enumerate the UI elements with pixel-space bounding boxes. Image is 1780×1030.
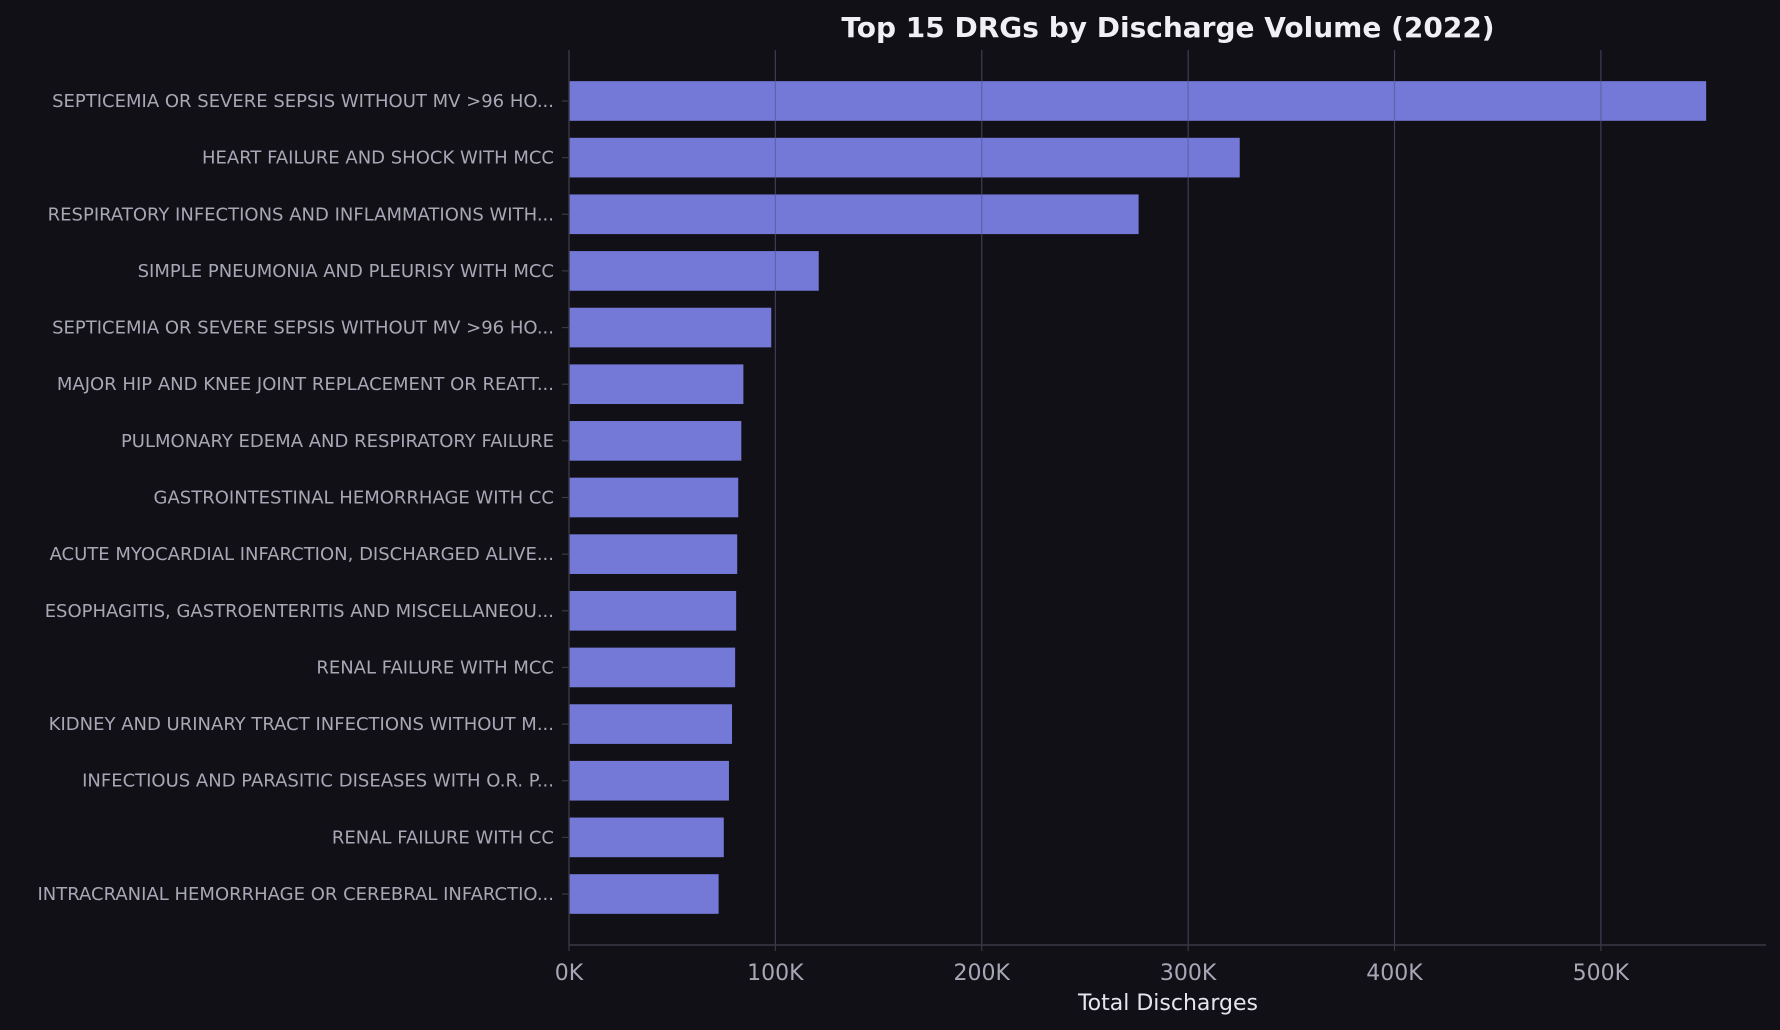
x-tick-label: 200K — [954, 961, 1011, 986]
x-ticks: 0K 100K 200K 300K 400K 500K — [555, 945, 1630, 986]
category-label: SEPTICEMIA OR SEVERE SEPSIS WITHOUT MV >… — [52, 318, 554, 339]
gridlines-overlay — [774, 50, 1602, 945]
bar — [569, 534, 738, 574]
bar — [569, 817, 724, 858]
bar — [569, 251, 819, 291]
bar — [569, 647, 736, 688]
category-label: SIMPLE PNEUMONIA AND PLEURISY WITH MCC — [138, 261, 554, 282]
category-label: ACUTE MYOCARDIAL INFARCTION, DISCHARGED … — [50, 544, 554, 565]
x-axis-label: Total Discharges — [1077, 991, 1258, 1016]
bar — [569, 760, 729, 801]
bars — [569, 81, 1707, 914]
category-label: MAJOR HIP AND KNEE JOINT REPLACEMENT OR … — [57, 374, 554, 395]
category-label: GASTROINTESTINAL HEMORRHAGE WITH CC — [154, 488, 554, 509]
category-label: ESOPHAGITIS, GASTROENTERITIS AND MISCELL… — [45, 601, 554, 622]
category-labels: SEPTICEMIA OR SEVERE SEPSIS WITHOUT MV >… — [37, 91, 554, 905]
category-label: INFECTIOUS AND PARASITIC DISEASES WITH O… — [82, 771, 554, 792]
x-tick-label: 300K — [1160, 961, 1217, 986]
bar — [569, 137, 1240, 178]
bar — [569, 590, 737, 631]
bar — [569, 477, 739, 518]
category-label: RENAL FAILURE WITH CC — [332, 827, 554, 848]
bar — [569, 364, 744, 405]
bar — [569, 421, 742, 461]
x-tick-label: 400K — [1366, 961, 1423, 986]
category-label: KIDNEY AND URINARY TRACT INFECTIONS WITH… — [49, 714, 554, 735]
category-label: INTRACRANIAL HEMORRHAGE OR CEREBRAL INFA… — [37, 884, 554, 905]
x-tick-label: 0K — [555, 961, 584, 986]
bar — [569, 704, 733, 744]
category-label: SEPTICEMIA OR SEVERE SEPSIS WITHOUT MV >… — [52, 91, 554, 112]
category-label: HEART FAILURE AND SHOCK WITH MCC — [202, 148, 554, 169]
bar — [569, 194, 1139, 235]
bar — [569, 81, 1707, 121]
axes — [562, 50, 1766, 946]
category-label: PULMONARY EDEMA AND RESPIRATORY FAILURE — [121, 431, 554, 452]
bar — [569, 874, 719, 914]
category-label: RENAL FAILURE WITH MCC — [316, 657, 554, 678]
chart-title: Top 15 DRGs by Discharge Volume (2022) — [841, 11, 1494, 44]
x-tick-label: 500K — [1573, 961, 1630, 986]
x-tick-label: 100K — [747, 961, 804, 986]
category-label: RESPIRATORY INFECTIONS AND INFLAMMATIONS… — [48, 204, 554, 225]
bar — [569, 307, 772, 348]
